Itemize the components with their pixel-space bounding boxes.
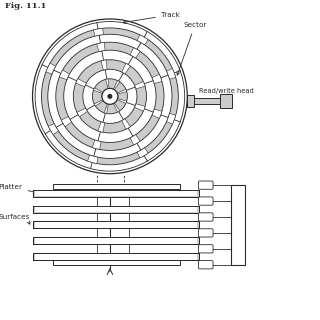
Wedge shape	[42, 28, 178, 165]
Bar	[187, 95, 194, 107]
FancyBboxPatch shape	[198, 245, 213, 253]
Wedge shape	[167, 114, 176, 124]
Bar	[34, 190, 199, 196]
Text: Sector: Sector	[177, 22, 206, 75]
Wedge shape	[135, 82, 145, 89]
Bar	[35, 222, 197, 228]
FancyBboxPatch shape	[198, 197, 213, 205]
Wedge shape	[64, 50, 156, 142]
Wedge shape	[106, 79, 109, 89]
Wedge shape	[46, 63, 56, 74]
Wedge shape	[94, 100, 103, 106]
Wedge shape	[130, 48, 140, 58]
Wedge shape	[76, 79, 86, 87]
Text: Track: Track	[123, 12, 180, 23]
Wedge shape	[137, 148, 148, 158]
Bar	[34, 221, 199, 228]
Bar	[194, 98, 220, 104]
Wedge shape	[93, 88, 103, 93]
Wedge shape	[117, 99, 127, 103]
Wedge shape	[92, 140, 101, 149]
FancyBboxPatch shape	[198, 229, 213, 237]
Wedge shape	[60, 70, 69, 80]
Wedge shape	[97, 43, 105, 52]
Bar	[34, 205, 199, 212]
Bar	[52, 184, 180, 189]
Wedge shape	[152, 74, 162, 84]
Wedge shape	[77, 108, 87, 117]
Wedge shape	[101, 60, 107, 70]
Bar	[34, 237, 199, 244]
Wedge shape	[83, 69, 137, 124]
Bar	[34, 253, 199, 260]
Wedge shape	[48, 34, 172, 158]
Bar	[35, 254, 197, 260]
Bar	[35, 206, 197, 212]
Wedge shape	[104, 104, 108, 114]
Bar	[220, 94, 232, 108]
Wedge shape	[113, 81, 120, 90]
Wedge shape	[130, 135, 140, 145]
Circle shape	[102, 88, 118, 104]
Wedge shape	[48, 124, 59, 135]
Wedge shape	[152, 109, 162, 118]
Circle shape	[33, 19, 187, 174]
Wedge shape	[92, 79, 127, 114]
Bar	[231, 186, 245, 265]
Wedge shape	[167, 68, 176, 79]
Wedge shape	[35, 21, 185, 171]
Bar	[34, 253, 199, 260]
Wedge shape	[73, 60, 147, 133]
Wedge shape	[117, 89, 127, 94]
Text: Fig. 11.1: Fig. 11.1	[5, 3, 46, 11]
Circle shape	[107, 94, 112, 99]
Wedge shape	[122, 119, 130, 129]
FancyBboxPatch shape	[198, 213, 213, 221]
Text: Platter: Platter	[0, 184, 36, 193]
Bar	[34, 221, 199, 228]
Wedge shape	[93, 28, 103, 36]
Text: Surfaces: Surfaces	[0, 214, 30, 224]
FancyBboxPatch shape	[198, 181, 213, 189]
Wedge shape	[135, 104, 145, 111]
Text: Read/write head: Read/write head	[199, 88, 254, 104]
Wedge shape	[122, 63, 130, 74]
Wedge shape	[113, 103, 120, 112]
Bar	[52, 260, 180, 265]
Bar	[34, 190, 199, 196]
FancyBboxPatch shape	[198, 260, 213, 269]
Wedge shape	[137, 35, 148, 45]
Wedge shape	[98, 122, 105, 132]
Bar	[34, 205, 199, 212]
Bar	[35, 238, 197, 244]
Wedge shape	[61, 116, 72, 127]
Bar	[35, 190, 197, 196]
Wedge shape	[56, 42, 164, 150]
Bar	[34, 237, 199, 244]
Wedge shape	[88, 155, 98, 164]
